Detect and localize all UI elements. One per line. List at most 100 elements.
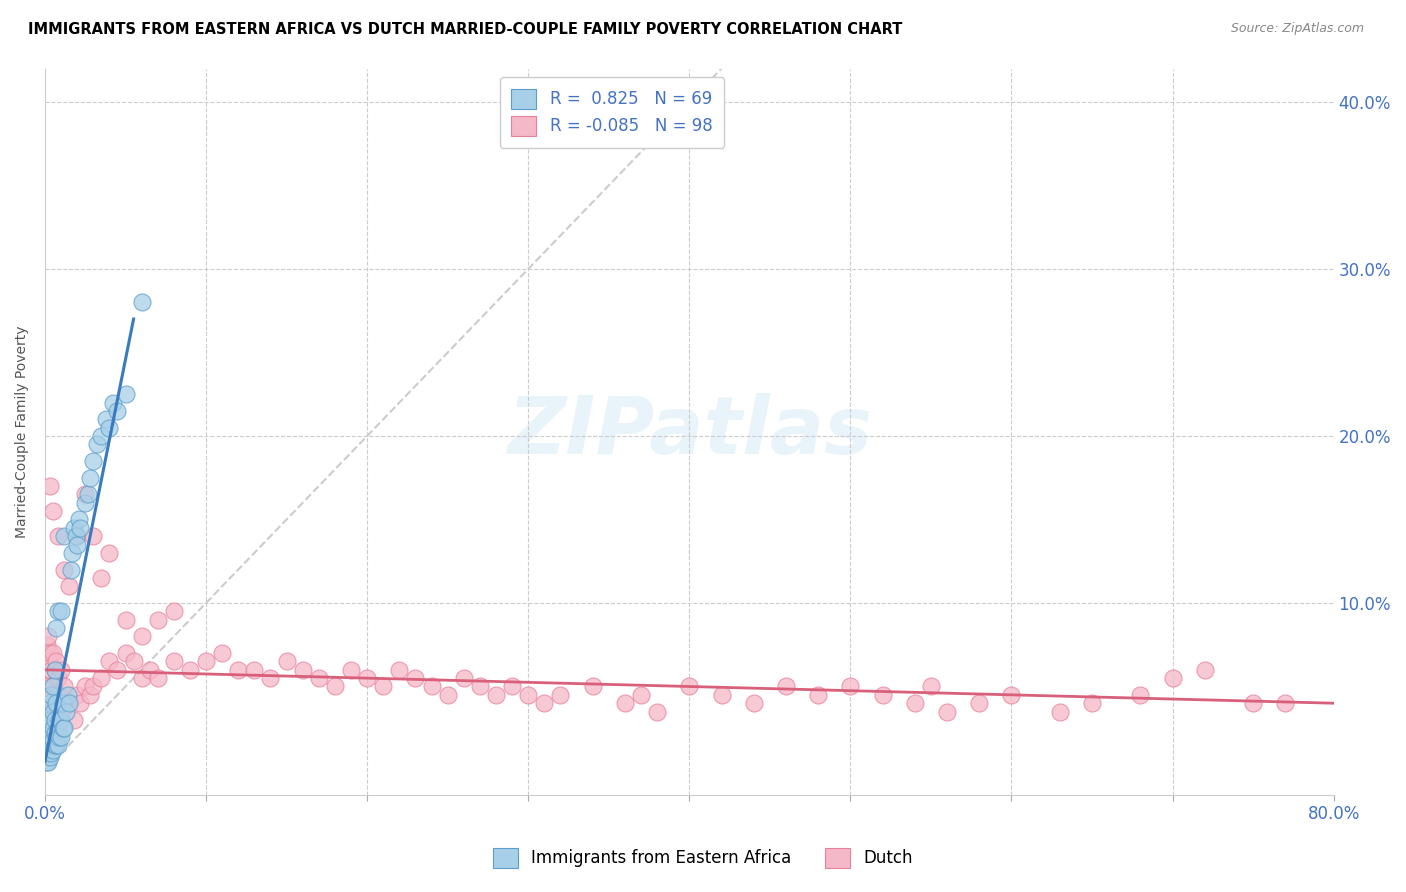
Point bbox=[38, 479, 60, 493]
Point bbox=[179, 663, 201, 677]
Point bbox=[49, 696, 72, 710]
Point bbox=[41, 713, 63, 727]
Point bbox=[77, 487, 100, 501]
Point bbox=[163, 655, 186, 669]
Point bbox=[146, 613, 169, 627]
Point bbox=[37, 713, 59, 727]
Point bbox=[37, 730, 59, 744]
Point bbox=[65, 529, 87, 543]
Point bbox=[56, 688, 79, 702]
Point bbox=[356, 671, 378, 685]
Point bbox=[807, 688, 830, 702]
Point bbox=[38, 721, 60, 735]
Text: ZIPatlas: ZIPatlas bbox=[506, 392, 872, 471]
Point bbox=[1000, 688, 1022, 702]
Point bbox=[276, 655, 298, 669]
Point bbox=[98, 655, 121, 669]
Point bbox=[41, 688, 63, 702]
Point bbox=[79, 471, 101, 485]
Point bbox=[41, 747, 63, 761]
Point bbox=[131, 629, 153, 643]
Point bbox=[55, 705, 77, 719]
Point bbox=[107, 663, 129, 677]
Point bbox=[46, 604, 69, 618]
Point bbox=[533, 696, 555, 710]
Point bbox=[308, 671, 330, 685]
Point bbox=[69, 521, 91, 535]
Point bbox=[340, 663, 363, 677]
Point bbox=[90, 671, 112, 685]
Point bbox=[37, 738, 59, 752]
Point bbox=[1049, 705, 1071, 719]
Point bbox=[388, 663, 411, 677]
Point bbox=[46, 529, 69, 543]
Point bbox=[82, 680, 104, 694]
Point bbox=[131, 671, 153, 685]
Point bbox=[226, 663, 249, 677]
Point bbox=[107, 404, 129, 418]
Point bbox=[38, 743, 60, 757]
Point bbox=[60, 546, 83, 560]
Point bbox=[550, 688, 572, 702]
Point bbox=[630, 688, 652, 702]
Point bbox=[42, 705, 65, 719]
Point bbox=[58, 696, 80, 710]
Point bbox=[291, 663, 314, 677]
Text: Source: ZipAtlas.com: Source: ZipAtlas.com bbox=[1230, 22, 1364, 36]
Point bbox=[44, 663, 66, 677]
Point bbox=[517, 688, 540, 702]
Point bbox=[82, 529, 104, 543]
Point bbox=[63, 713, 86, 727]
Point bbox=[485, 688, 508, 702]
Point bbox=[114, 387, 136, 401]
Point bbox=[42, 733, 65, 747]
Point bbox=[146, 671, 169, 685]
Point bbox=[46, 721, 69, 735]
Point bbox=[96, 412, 118, 426]
Point bbox=[67, 512, 90, 526]
Legend: R =  0.825   N = 69, R = -0.085   N = 98: R = 0.825 N = 69, R = -0.085 N = 98 bbox=[499, 77, 724, 147]
Point bbox=[35, 680, 58, 694]
Point bbox=[45, 738, 67, 752]
Point bbox=[41, 663, 63, 677]
Point bbox=[436, 688, 458, 702]
Point bbox=[1161, 671, 1184, 685]
Point bbox=[41, 680, 63, 694]
Point bbox=[45, 655, 67, 669]
Point bbox=[710, 688, 733, 702]
Point bbox=[259, 671, 281, 685]
Point bbox=[82, 454, 104, 468]
Point bbox=[49, 730, 72, 744]
Point bbox=[42, 646, 65, 660]
Point bbox=[49, 604, 72, 618]
Point bbox=[42, 504, 65, 518]
Point bbox=[75, 496, 97, 510]
Point bbox=[45, 621, 67, 635]
Point bbox=[59, 563, 82, 577]
Point bbox=[42, 688, 65, 702]
Point bbox=[49, 663, 72, 677]
Point bbox=[1081, 696, 1104, 710]
Point bbox=[37, 705, 59, 719]
Point bbox=[468, 680, 491, 694]
Point bbox=[44, 663, 66, 677]
Point bbox=[44, 696, 66, 710]
Point bbox=[37, 721, 59, 735]
Point bbox=[920, 680, 942, 694]
Point bbox=[35, 747, 58, 761]
Point bbox=[775, 680, 797, 694]
Point bbox=[839, 680, 862, 694]
Point bbox=[404, 671, 426, 685]
Text: IMMIGRANTS FROM EASTERN AFRICA VS DUTCH MARRIED-COUPLE FAMILY POVERTY CORRELATIO: IMMIGRANTS FROM EASTERN AFRICA VS DUTCH … bbox=[28, 22, 903, 37]
Point bbox=[41, 738, 63, 752]
Point bbox=[52, 696, 75, 710]
Point bbox=[98, 546, 121, 560]
Point bbox=[48, 730, 70, 744]
Point bbox=[1274, 696, 1296, 710]
Point bbox=[44, 726, 66, 740]
Point bbox=[501, 680, 523, 694]
Point bbox=[46, 671, 69, 685]
Point bbox=[114, 646, 136, 660]
Point bbox=[49, 713, 72, 727]
Point bbox=[69, 696, 91, 710]
